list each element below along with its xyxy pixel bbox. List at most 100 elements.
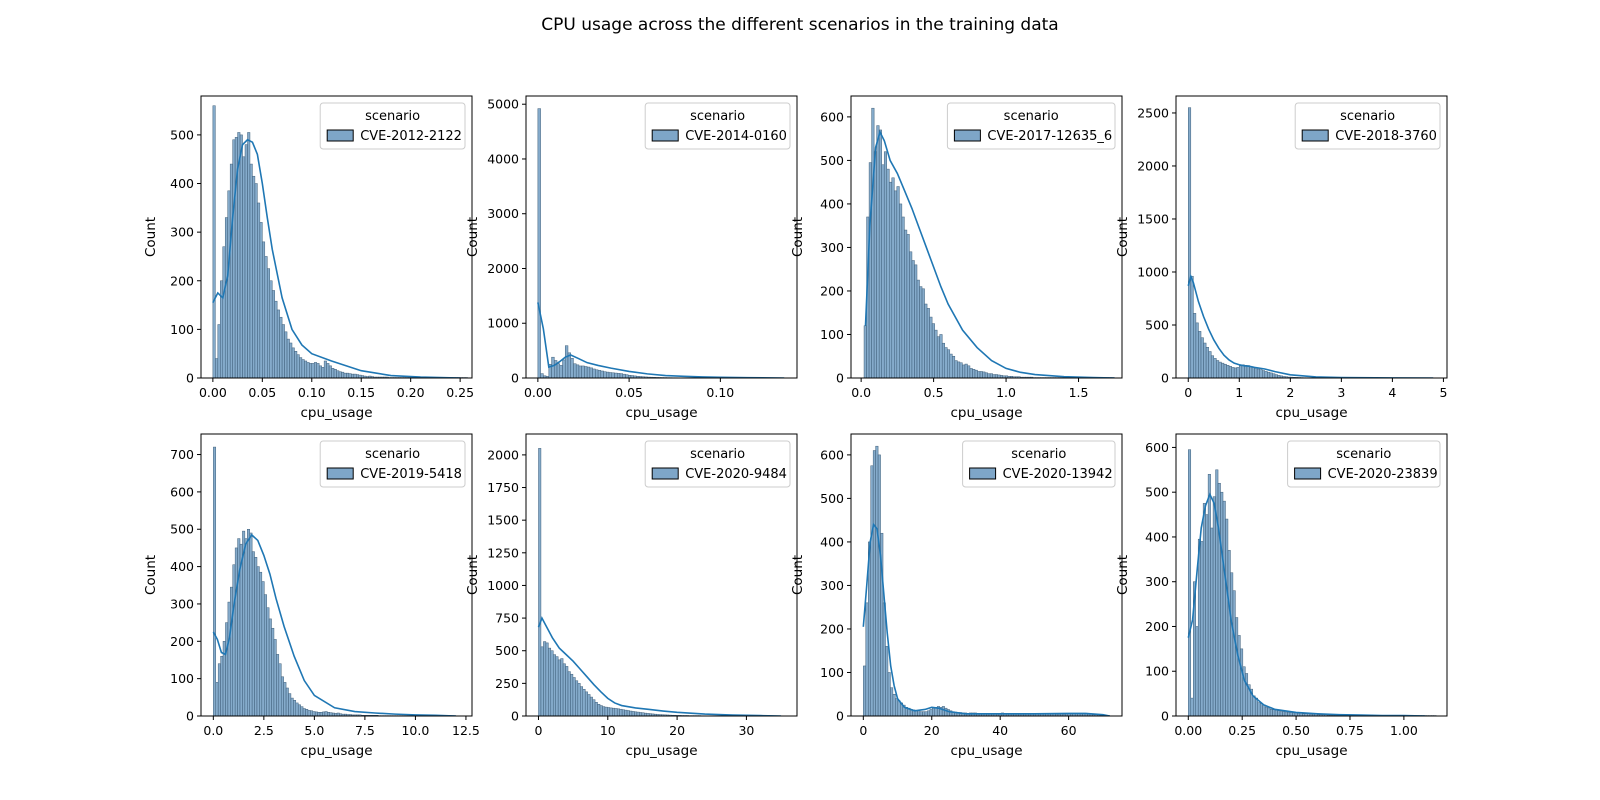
histogram-bar — [1188, 449, 1192, 716]
histogram-bar — [914, 264, 918, 378]
histogram-bar — [626, 710, 630, 716]
legend-swatch — [969, 467, 997, 480]
histogram-bar — [1269, 372, 1273, 378]
x-tick-label: 20 — [669, 723, 685, 738]
histogram-bar — [600, 370, 604, 378]
histogram-bar — [906, 234, 910, 378]
histogram-bar — [1279, 711, 1283, 716]
histogram-bar — [249, 163, 253, 378]
histogram-bar — [876, 125, 880, 378]
x-tick-label: 4 — [1388, 385, 1396, 400]
histogram-bar — [331, 368, 335, 378]
y-tick-label: 300 — [1145, 574, 1169, 589]
histogram-bar — [584, 691, 588, 716]
histogram-bar — [979, 371, 983, 378]
histogram-bar — [602, 706, 606, 716]
histogram-bar — [307, 710, 311, 716]
legend-title: scenario — [690, 447, 745, 462]
histogram-bar — [977, 371, 981, 378]
histogram-bar — [316, 363, 320, 378]
legend-title: scenario — [365, 447, 420, 462]
histogram-bar — [1256, 368, 1260, 378]
histogram-bar — [582, 688, 586, 716]
legend-swatch — [651, 129, 679, 142]
histogram-bar — [868, 162, 872, 378]
kde-line — [864, 129, 1115, 378]
histogram-bar — [244, 144, 248, 378]
y-tick-label: 2500 — [1137, 105, 1169, 120]
histogram-bar — [276, 654, 280, 716]
histogram-bar — [302, 708, 306, 716]
y-tick-label: 0 — [186, 371, 194, 386]
legend-swatch — [326, 129, 354, 142]
subplot-8: 0.00 0.25 0.50 0.75 1.00 0 100 200 300 400 500 600 c… — [1115, 433, 1448, 759]
histogram-bar — [974, 369, 978, 378]
y-axis-label: Count — [790, 217, 806, 257]
y-tick-label: 0 — [511, 709, 519, 724]
x-tick-label: 20 — [924, 723, 940, 738]
plot-area — [1187, 107, 1434, 378]
histogram-bar — [1237, 635, 1241, 716]
histogram-bar — [603, 371, 607, 378]
histogram-bar — [586, 366, 591, 378]
y-axis-label: Count — [790, 555, 806, 595]
histogram-bar — [1267, 707, 1271, 716]
plot-area — [212, 105, 468, 378]
histogram-bar — [251, 551, 255, 716]
histogram-bar — [348, 373, 352, 378]
histogram-bar — [614, 372, 618, 378]
y-tick-label: 500 — [1145, 317, 1169, 332]
histogram-bar — [1227, 550, 1231, 716]
histogram-bar — [608, 372, 613, 378]
subplot-6: 0 10 20 30 0 250 500 750 1000 1250 1500 1750 2000 cpu… — [465, 433, 798, 759]
x-tick-label: 40 — [992, 723, 1008, 738]
histogram-bar — [1257, 702, 1261, 716]
y-tick-label: 300 — [170, 596, 194, 611]
plot-area — [212, 446, 457, 716]
histogram-bar — [621, 709, 625, 716]
histogram-bar — [562, 359, 566, 378]
histogram-bar — [294, 351, 298, 378]
histogram-bar — [607, 707, 611, 716]
x-tick-label: 1.5 — [1069, 385, 1089, 400]
y-tick-label: 500 — [820, 153, 844, 168]
histogram-bar — [548, 647, 552, 716]
legend: scenario CVE-2017-12635_6 — [946, 102, 1116, 150]
x-axis-label: cpu_usage — [950, 405, 1022, 421]
histogram-bar — [1252, 695, 1256, 716]
histogram-bar — [213, 446, 217, 716]
histogram-bar — [353, 373, 357, 378]
histogram-bar — [1259, 703, 1263, 716]
y-tick-label: 100 — [820, 327, 844, 342]
histogram-bar — [594, 702, 598, 716]
x-tick-label: 3 — [1337, 385, 1345, 400]
histogram-bar — [984, 372, 988, 378]
legend-label: CVE-2020-9484 — [685, 467, 787, 482]
histogram-bar — [865, 602, 869, 716]
histogram-bar — [283, 682, 287, 716]
histogram-bar — [992, 374, 996, 378]
histogram-bar — [301, 359, 305, 378]
histogram-bar — [892, 693, 896, 716]
histogram-bar — [1190, 275, 1194, 378]
histogram-bar — [336, 370, 340, 378]
histogram-bar — [264, 594, 267, 716]
histogram-bar — [557, 659, 561, 716]
y-tick-label: 200 — [820, 621, 844, 636]
histogram-bar — [550, 650, 554, 716]
histogram-bar — [885, 646, 889, 716]
y-tick-label: 100 — [170, 671, 194, 686]
y-tick-label: 400 — [170, 559, 194, 574]
histogram-bar — [244, 538, 248, 716]
legend-title: scenario — [1336, 447, 1391, 462]
histogram-bar — [309, 363, 313, 378]
histogram-bar — [552, 654, 556, 716]
legend-title: scenario — [690, 109, 745, 124]
histogram-bar — [285, 687, 289, 716]
histogram-bar — [317, 712, 321, 716]
subplots-grid: 0.00 0.05 0.10 0.15 0.20 0.250100200300400500… — [143, 95, 1448, 759]
histogram-bar — [351, 373, 355, 378]
histogram-bar — [540, 373, 544, 378]
histogram-bar — [949, 353, 953, 378]
histogram-bar — [1244, 365, 1248, 378]
